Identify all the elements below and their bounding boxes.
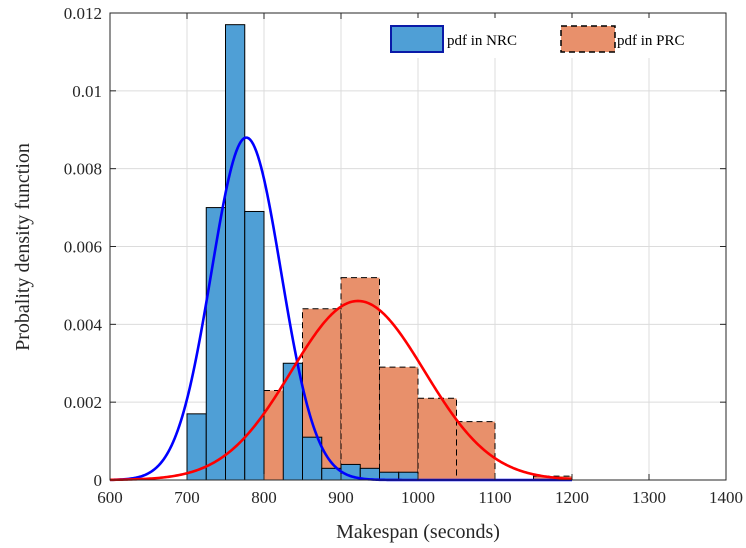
y-tick-label: 0.01 <box>72 82 102 101</box>
legend-swatch-prc <box>560 25 616 53</box>
x-tick-label: 1000 <box>401 488 435 507</box>
x-tick-label: 1200 <box>555 488 589 507</box>
y-tick-label: 0 <box>94 471 103 490</box>
y-axis-label: Probality density function <box>12 143 34 351</box>
nrc-histogram-bar <box>244 210 265 481</box>
y-tick-label: 0.008 <box>64 160 102 179</box>
prc-histogram-bar <box>340 277 380 481</box>
x-tick-labels: 600 700 800 900 1000 1100 1200 1300 1400 <box>97 488 743 507</box>
x-tick-label: 600 <box>97 488 123 507</box>
prc-fit-curve <box>109 299 573 482</box>
legend-swatch-nrc <box>390 25 444 53</box>
legend: pdf in NRC pdf in PRC <box>368 18 722 58</box>
plot-area <box>109 12 727 482</box>
y-tick-label: 0.006 <box>64 238 102 257</box>
x-axis-label: Makespan (seconds) <box>336 521 500 543</box>
x-tick-label: 900 <box>328 488 354 507</box>
x-tick-label: 1100 <box>478 488 511 507</box>
y-tick-label: 0.004 <box>64 315 103 334</box>
nrc-histogram-bar <box>225 24 246 481</box>
x-tick-label: 1400 <box>709 488 743 507</box>
y-tick-label: 0.002 <box>64 393 102 412</box>
y-tick-label: 0.012 <box>64 4 102 23</box>
nrc-histogram <box>186 24 419 481</box>
x-tick-label: 700 <box>174 488 200 507</box>
prc-histogram-bar <box>456 421 496 481</box>
x-tick-label: 1300 <box>632 488 666 507</box>
legend-label-nrc: pdf in NRC <box>447 33 517 49</box>
x-tick-label: 800 <box>251 488 277 507</box>
prc-histogram-bar <box>379 366 419 481</box>
legend-label-prc: pdf in PRC <box>617 33 685 49</box>
y-tick-labels: 0 0.002 0.004 0.006 0.008 0.01 0.012 <box>64 4 103 490</box>
